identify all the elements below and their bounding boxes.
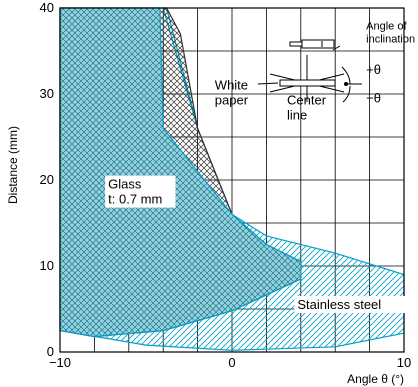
annotation-minus_theta: −θ xyxy=(366,91,381,106)
y-tick-label: 0 xyxy=(47,344,54,359)
annotation-text: −θ xyxy=(366,91,381,106)
plot-frame xyxy=(59,7,405,353)
annotation-text: White xyxy=(215,78,248,93)
annotation-text: Angle of xyxy=(366,21,407,33)
annotation-text: Stainless steel xyxy=(297,297,381,312)
inclination-illustration xyxy=(257,39,362,103)
annotation-background xyxy=(105,175,176,208)
annotation-text: t: 0.7 mm xyxy=(108,192,162,207)
y-tick-label: 10 xyxy=(40,258,54,273)
annotation-stainless: Stainless steel xyxy=(294,296,408,313)
annotation-background xyxy=(294,296,408,313)
y-tick-label: 30 xyxy=(40,86,54,101)
annotation-text: Center xyxy=(287,92,327,107)
annotation-text: +θ xyxy=(366,62,381,77)
data-areas xyxy=(59,7,405,351)
annotation-plus_theta: +θ xyxy=(366,62,381,77)
annotation-text: paper xyxy=(215,93,249,108)
y-tick-label: 40 xyxy=(40,0,54,15)
annotation-text: inclination xyxy=(366,34,415,46)
x-tick-label: 10 xyxy=(397,355,411,370)
annotation-text: Glass xyxy=(108,177,142,192)
y-axis-label: Distance (mm) xyxy=(6,126,20,204)
x-axis-label: Angle θ (°) xyxy=(347,372,404,386)
y-tick-label: 20 xyxy=(40,172,54,187)
annotation-text: line xyxy=(287,107,307,122)
x-tick-label: −10 xyxy=(49,355,71,370)
x-tick-label: 0 xyxy=(228,355,235,370)
